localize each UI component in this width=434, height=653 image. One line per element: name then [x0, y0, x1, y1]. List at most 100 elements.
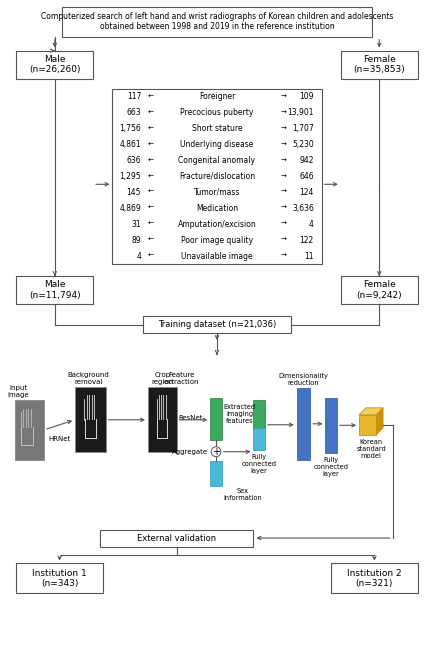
Bar	[75, 387, 105, 453]
Bar	[148, 387, 177, 453]
Bar	[210, 461, 222, 486]
Text: Underlying disease: Underlying disease	[180, 140, 254, 149]
Text: ←: ←	[148, 125, 154, 131]
Text: →: →	[280, 205, 286, 212]
Text: ←: ←	[148, 253, 154, 259]
Text: 663: 663	[127, 108, 141, 117]
Text: Feature
extraction: Feature extraction	[164, 372, 199, 385]
Text: Institution 2
(n=321): Institution 2 (n=321)	[347, 569, 402, 588]
Text: Short stature: Short stature	[192, 124, 242, 133]
Text: Amputation/excision: Amputation/excision	[178, 219, 256, 229]
Bar	[210, 398, 222, 439]
Text: 4,861: 4,861	[119, 140, 141, 149]
Text: Fully
connected
layer: Fully connected layer	[242, 454, 277, 473]
Text: →: →	[280, 110, 286, 116]
Text: Korean
standard
model: Korean standard model	[356, 439, 386, 459]
Text: 13,901: 13,901	[287, 108, 314, 117]
Text: →: →	[280, 237, 286, 243]
Text: 646: 646	[299, 172, 314, 181]
Text: 145: 145	[127, 188, 141, 197]
Text: →: →	[280, 253, 286, 259]
Text: Institution 1
(n=343): Institution 1 (n=343)	[32, 569, 87, 588]
Text: Background
removal: Background removal	[68, 372, 109, 385]
Text: Foreigner: Foreigner	[199, 92, 235, 101]
Text: Extracted
imaging
features: Extracted imaging features	[224, 404, 256, 424]
Text: Medication: Medication	[196, 204, 238, 213]
Text: HRNet: HRNet	[49, 436, 71, 442]
Text: Poor image quality: Poor image quality	[181, 236, 253, 245]
FancyBboxPatch shape	[143, 316, 291, 333]
Text: →: →	[280, 221, 286, 227]
FancyBboxPatch shape	[341, 276, 418, 304]
Text: 5,230: 5,230	[292, 140, 314, 149]
Bar	[16, 400, 44, 460]
Text: 3,636: 3,636	[292, 204, 314, 213]
Text: 122: 122	[300, 236, 314, 245]
Text: →: →	[280, 142, 286, 148]
Text: Precocious puberty: Precocious puberty	[180, 108, 254, 117]
Text: 4: 4	[309, 219, 314, 229]
Text: 117: 117	[127, 92, 141, 101]
Text: 11: 11	[304, 251, 314, 261]
FancyBboxPatch shape	[331, 564, 418, 594]
Text: 4,869: 4,869	[119, 204, 141, 213]
FancyBboxPatch shape	[16, 50, 93, 78]
Text: ResNet: ResNet	[179, 415, 204, 421]
FancyBboxPatch shape	[16, 564, 103, 594]
Text: External validation: External validation	[137, 534, 216, 543]
Text: Fracture/dislocation: Fracture/dislocation	[179, 172, 255, 181]
Bar	[326, 398, 337, 453]
Text: 636: 636	[127, 156, 141, 165]
Text: +: +	[212, 447, 220, 456]
FancyBboxPatch shape	[100, 530, 253, 547]
Text: ←: ←	[148, 110, 154, 116]
Text: 89: 89	[132, 236, 141, 245]
Text: →: →	[280, 173, 286, 180]
Text: 4: 4	[136, 251, 141, 261]
Text: 109: 109	[299, 92, 314, 101]
Text: 942: 942	[299, 156, 314, 165]
Text: 1,756: 1,756	[119, 124, 141, 133]
Text: →: →	[280, 125, 286, 131]
Text: Male
(n=11,794): Male (n=11,794)	[29, 280, 81, 300]
Text: Tumor/mass: Tumor/mass	[194, 188, 240, 197]
Text: Female
(n=35,853): Female (n=35,853)	[353, 55, 405, 74]
Text: Fully
connected
layer: Fully connected layer	[314, 456, 349, 477]
Text: Aggregate: Aggregate	[172, 449, 208, 454]
Text: →: →	[280, 189, 286, 195]
Bar	[297, 388, 310, 460]
Text: ←: ←	[148, 157, 154, 163]
Text: Computerized search of left hand and wrist radiographs of Korean children and ad: Computerized search of left hand and wri…	[41, 12, 393, 31]
Text: Male
(n=26,260): Male (n=26,260)	[29, 55, 81, 74]
Text: ←: ←	[148, 142, 154, 148]
Text: Congenital anomaly: Congenital anomaly	[178, 156, 256, 165]
Polygon shape	[376, 408, 383, 435]
Text: ←: ←	[148, 221, 154, 227]
Text: ←: ←	[148, 189, 154, 195]
Text: Dimensionality
reduction: Dimensionality reduction	[279, 373, 329, 386]
Polygon shape	[359, 408, 383, 415]
Text: Crop
region: Crop region	[151, 372, 173, 385]
Text: ←: ←	[148, 93, 154, 99]
Text: ←: ←	[148, 173, 154, 180]
Text: →: →	[280, 157, 286, 163]
Bar	[253, 428, 265, 450]
Text: Input
image: Input image	[7, 385, 29, 398]
Text: 124: 124	[299, 188, 314, 197]
FancyBboxPatch shape	[112, 89, 322, 264]
Bar	[253, 400, 265, 428]
Text: ←: ←	[148, 205, 154, 212]
Text: 1,707: 1,707	[292, 124, 314, 133]
Bar	[359, 415, 376, 435]
Text: 1,295: 1,295	[119, 172, 141, 181]
Text: Female
(n=9,242): Female (n=9,242)	[356, 280, 402, 300]
Text: ←: ←	[148, 237, 154, 243]
Text: Training dataset (n=21,036): Training dataset (n=21,036)	[158, 320, 276, 329]
Text: Sex
information: Sex information	[224, 488, 263, 501]
Text: 31: 31	[132, 219, 141, 229]
Circle shape	[211, 447, 221, 456]
FancyBboxPatch shape	[341, 50, 418, 78]
FancyBboxPatch shape	[16, 276, 93, 304]
Text: Unavailable image: Unavailable image	[181, 251, 253, 261]
FancyBboxPatch shape	[62, 7, 372, 37]
